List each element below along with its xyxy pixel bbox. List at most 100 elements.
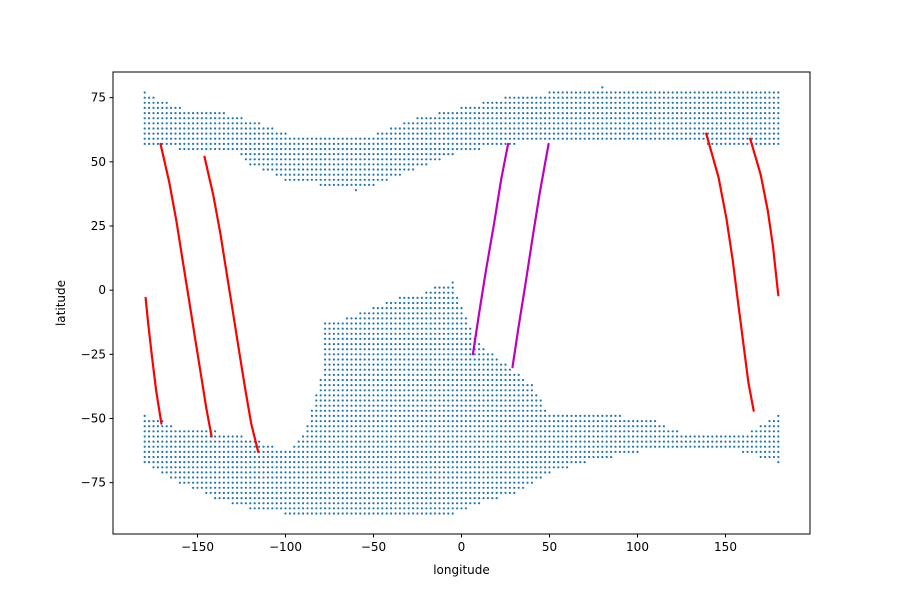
grid-point [403, 358, 406, 361]
grid-point [728, 101, 732, 104]
grid-point [262, 158, 265, 161]
grid-point [363, 450, 366, 453]
grid-point [284, 173, 287, 176]
grid-point [491, 430, 494, 433]
grid-point [429, 455, 432, 459]
grid-point [552, 440, 556, 443]
grid-point [385, 142, 388, 145]
grid-point [403, 461, 406, 464]
grid-point [530, 399, 534, 402]
grid-point [469, 414, 472, 417]
grid-point [398, 450, 401, 453]
grid-point [469, 343, 472, 346]
grid-point [434, 430, 437, 433]
grid-point [328, 183, 331, 186]
grid-point [381, 337, 384, 340]
grid-point [768, 455, 771, 459]
grid-point [539, 476, 542, 479]
grid-point [649, 435, 652, 438]
grid-point [266, 137, 269, 140]
grid-point [192, 440, 195, 443]
grid-point [385, 353, 388, 356]
grid-point [689, 445, 692, 448]
grid-point [337, 168, 340, 171]
grid-point [156, 112, 159, 115]
grid-point [539, 430, 542, 433]
grid-point [482, 455, 485, 459]
grid-point [306, 435, 309, 438]
grid-point [535, 476, 538, 479]
grid-point [724, 440, 727, 443]
grid-point [456, 420, 459, 423]
grid-point [548, 420, 551, 423]
grid-point [588, 101, 591, 104]
grid-point [508, 476, 511, 479]
grid-point [768, 440, 771, 443]
grid-point [706, 122, 710, 125]
grid-point [447, 409, 450, 412]
grid-point [324, 450, 327, 453]
grid-point [759, 91, 762, 94]
grid-point [143, 112, 146, 115]
grid-point [614, 420, 617, 423]
grid-point [416, 394, 419, 397]
grid-point [376, 168, 379, 171]
grid-point [522, 450, 525, 453]
grid-point [610, 445, 613, 448]
grid-point [178, 481, 181, 484]
grid-point [262, 153, 265, 156]
grid-point [491, 497, 494, 500]
grid-point [156, 142, 159, 145]
grid-point [372, 332, 375, 335]
grid-point [328, 343, 331, 346]
grid-point [398, 481, 401, 484]
grid-point [434, 378, 437, 382]
grid-point [456, 117, 459, 120]
grid-point [341, 153, 344, 156]
grid-point [244, 153, 247, 156]
grid-point [478, 476, 481, 479]
grid-point [596, 112, 600, 115]
grid-point [420, 132, 423, 135]
grid-point [403, 122, 406, 125]
grid-point [425, 153, 428, 156]
grid-point [504, 440, 507, 443]
grid-point [385, 435, 388, 438]
grid-point [266, 471, 269, 474]
grid-point [420, 389, 423, 392]
grid-point [231, 127, 234, 130]
grid-point [412, 502, 415, 505]
grid-point [478, 414, 481, 417]
grid-point [394, 132, 397, 135]
grid-point [394, 343, 397, 346]
grid-point [645, 106, 648, 109]
grid-point [381, 502, 384, 505]
grid-point [429, 332, 432, 335]
grid-point [728, 112, 732, 115]
grid-point [376, 163, 379, 166]
grid-point [504, 142, 507, 145]
grid-point [403, 507, 406, 510]
grid-point [266, 450, 269, 453]
grid-point [244, 497, 247, 500]
grid-point [434, 358, 437, 361]
grid-point [275, 158, 278, 161]
grid-point [368, 420, 371, 423]
grid-point [258, 158, 261, 161]
grid-point [310, 512, 313, 515]
grid-point [187, 127, 190, 130]
grid-point [460, 389, 463, 392]
grid-point [544, 450, 547, 453]
grid-point [178, 127, 181, 130]
grid-point [420, 394, 423, 397]
grid-point [341, 337, 344, 340]
grid-point [438, 384, 441, 387]
grid-point [442, 327, 445, 330]
grid-point [552, 132, 556, 135]
grid-point [478, 142, 481, 145]
grid-point [495, 409, 498, 412]
grid-point [346, 368, 349, 371]
grid-point [412, 461, 415, 464]
grid-point [438, 142, 441, 145]
grid-point [478, 343, 481, 346]
